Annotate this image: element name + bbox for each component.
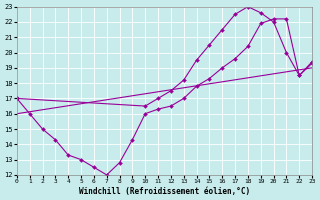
X-axis label: Windchill (Refroidissement éolien,°C): Windchill (Refroidissement éolien,°C) [79,187,250,196]
